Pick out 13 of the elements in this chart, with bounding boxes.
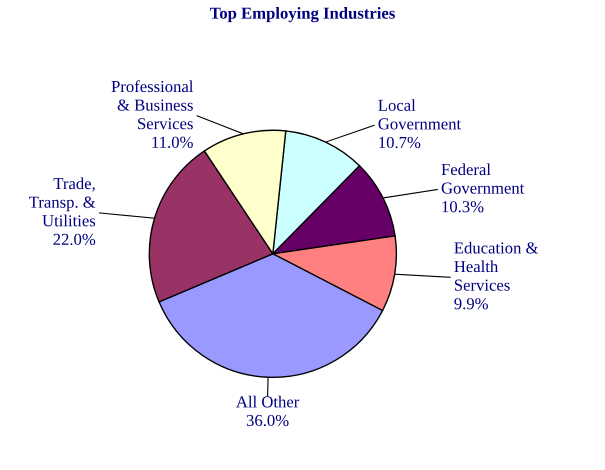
slice-label: All Other [236,396,300,408]
data-label: 10.7% [379,136,420,148]
chart-title: Top Employing Industries [210,7,395,22]
data-label: 10.3% [442,201,484,212]
slice-label: Federal Government [441,163,524,194]
slice-label: Trade, Transp. & Utilities [29,177,96,226]
data-label: 9.9% [454,298,488,310]
slice-label: Professional & Business Services [112,80,194,130]
slice-label: Education & Health Services [454,242,538,291]
data-label: 11.0% [152,136,193,148]
slice-label: Local Government [378,99,462,130]
data-label: 36.0% [246,414,289,426]
data-label: 22.0% [53,234,96,246]
